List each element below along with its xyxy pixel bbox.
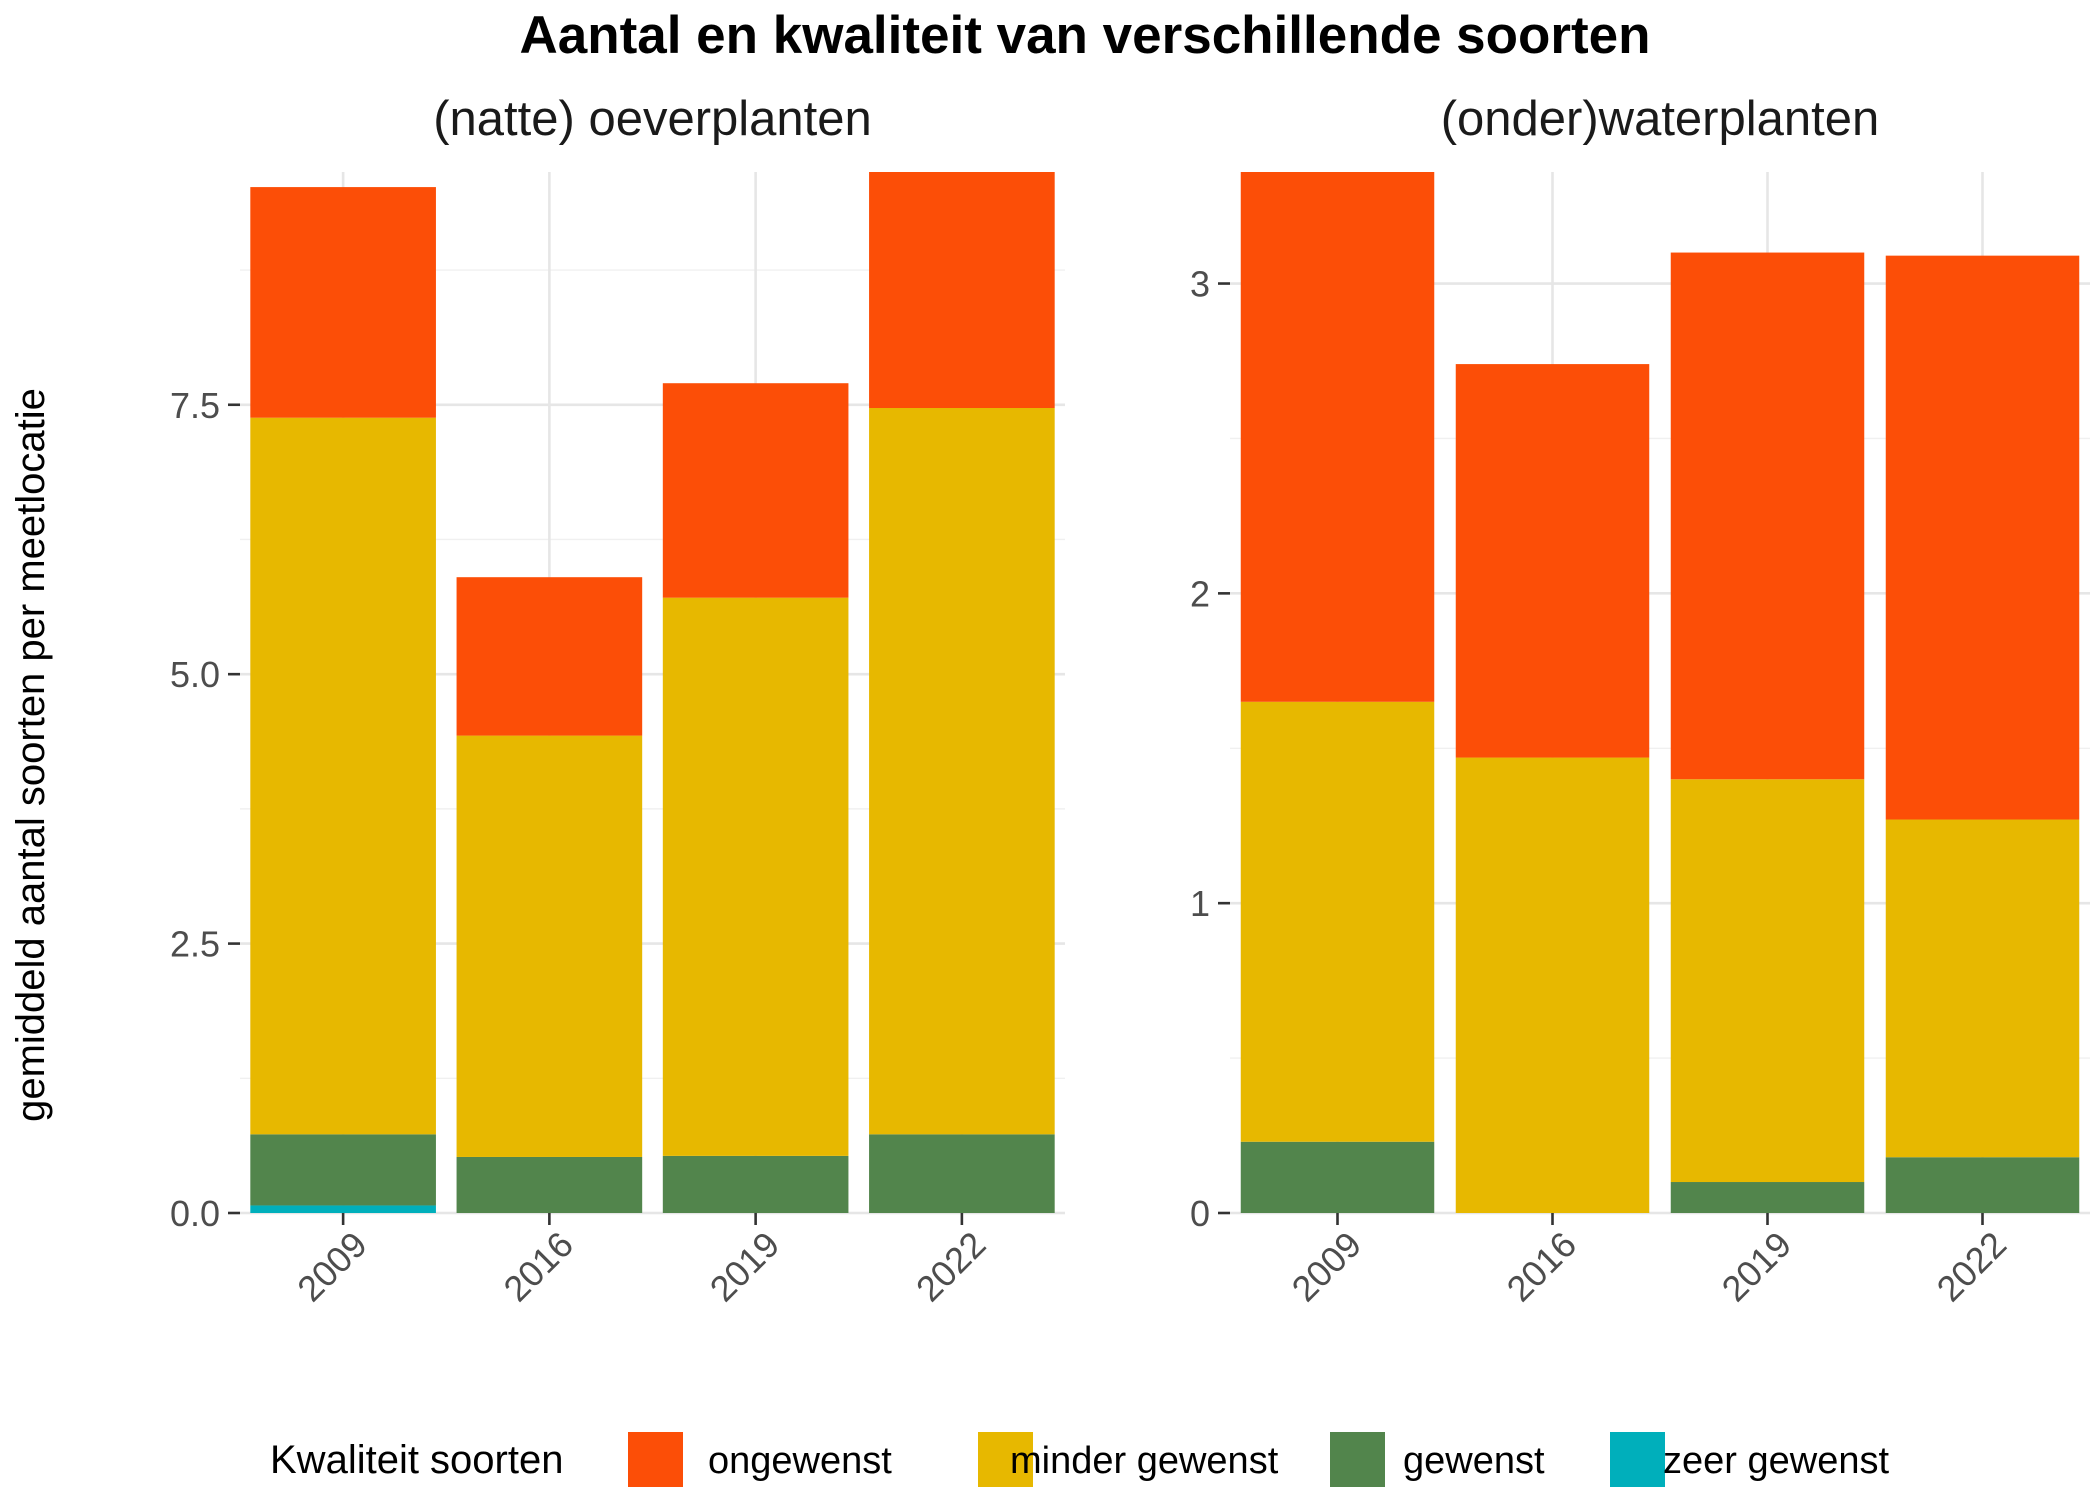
bar-segment-gewenst-2009: [1240, 1141, 1435, 1213]
x-tick-label: 2022: [1929, 1224, 2015, 1310]
bar-segment-ongewenst-2022: [1885, 255, 2080, 820]
bar-segment-ongewenst-2016: [456, 577, 643, 736]
legend-title: Kwaliteit soorten: [270, 1438, 563, 1482]
x-tick-label: 2019: [702, 1224, 788, 1310]
bar-segment-minder-gewenst-2022: [1885, 819, 2080, 1158]
x-tick-label: 2016: [1499, 1224, 1585, 1310]
x-tick-label: 2022: [908, 1224, 994, 1310]
legend-key-zeer-gewenst: [1610, 1432, 1665, 1487]
bar-segment-gewenst-2016: [456, 1156, 643, 1213]
bar-segment-zeer-gewenst-2009: [250, 1205, 436, 1213]
y-tick-label: 7.5: [170, 385, 220, 426]
x-tick-label: 2009: [289, 1224, 375, 1310]
legend-key-minder-gewenst: [978, 1432, 1033, 1487]
y-tick-label: 0.0: [170, 1193, 220, 1234]
x-tick-label: 2009: [1284, 1224, 1370, 1310]
bar-segment-minder-gewenst-2019: [662, 597, 849, 1156]
bar-segment-ongewenst-2009: [1240, 172, 1435, 702]
bar-segment-minder-gewenst-2016: [456, 735, 643, 1157]
facet-title: (onder)waterplanten: [1441, 92, 1880, 146]
bar-segment-ongewenst-2019: [1670, 252, 1865, 780]
bar-segment-ongewenst-2016: [1455, 364, 1650, 758]
bar-segment-ongewenst-2022: [869, 172, 1055, 409]
legend-label-zeer-gewenst: zeer gewenst: [1663, 1440, 1889, 1482]
bar-segment-minder-gewenst-2022: [869, 408, 1055, 1135]
y-tick-label: 5.0: [170, 654, 220, 695]
bar-segment-minder-gewenst-2019: [1670, 779, 1865, 1183]
bar-segment-gewenst-2022: [1885, 1157, 2080, 1213]
legend-label-gewenst: gewenst: [1403, 1440, 1545, 1482]
bar-segment-minder-gewenst-2016: [1455, 757, 1650, 1213]
y-tick-label: 0: [1190, 1193, 1210, 1234]
y-tick-label: 2: [1190, 573, 1210, 614]
bar-segment-ongewenst-2009: [250, 187, 436, 418]
facet-panels: 0.0 2.5 5.0 7.5 2009 2016 2019 2022 (natte) oeve…: [170, 92, 2090, 1309]
y-tick-label: 3: [1190, 264, 1210, 305]
legend-key-gewenst: [1330, 1432, 1385, 1487]
facet-title: (natte) oeverplanten: [433, 92, 872, 146]
y-tick-label: 1: [1190, 883, 1210, 924]
x-tick-label: 2019: [1714, 1224, 1800, 1310]
facet-panel-2: 0 1 2 3 2009 2016 2019 2022 (onder)waterplanten: [1190, 92, 2090, 1309]
legend-label-ongewenst: ongewenst: [708, 1440, 892, 1482]
bar-segment-gewenst-2009: [250, 1134, 436, 1206]
chart-title: Aantal en kwaliteit van verschillende so…: [519, 6, 1650, 65]
bar-segment-minder-gewenst-2009: [250, 417, 436, 1135]
bar-segment-gewenst-2019: [662, 1155, 849, 1213]
legend-key-ongewenst: [628, 1432, 683, 1487]
legend-label-minder-gewenst: minder gewenst: [1010, 1440, 1279, 1482]
facet-panel-1: 0.0 2.5 5.0 7.5 2009 2016 2019 2022 (natte) oeve…: [170, 92, 1065, 1309]
y-tick-label: 2.5: [170, 924, 220, 965]
bar-segment-ongewenst-2019: [662, 383, 849, 598]
legend: Kwaliteit soorten ongewenst minder gewens…: [270, 1432, 1889, 1487]
bar-segment-minder-gewenst-2009: [1240, 701, 1435, 1142]
x-tick-label: 2016: [495, 1224, 581, 1310]
bar-segment-gewenst-2019: [1670, 1182, 1865, 1213]
y-axis-label: gemiddeld aantal soorten per meetlocatie: [9, 388, 53, 1122]
bar-segment-gewenst-2022: [869, 1134, 1055, 1213]
